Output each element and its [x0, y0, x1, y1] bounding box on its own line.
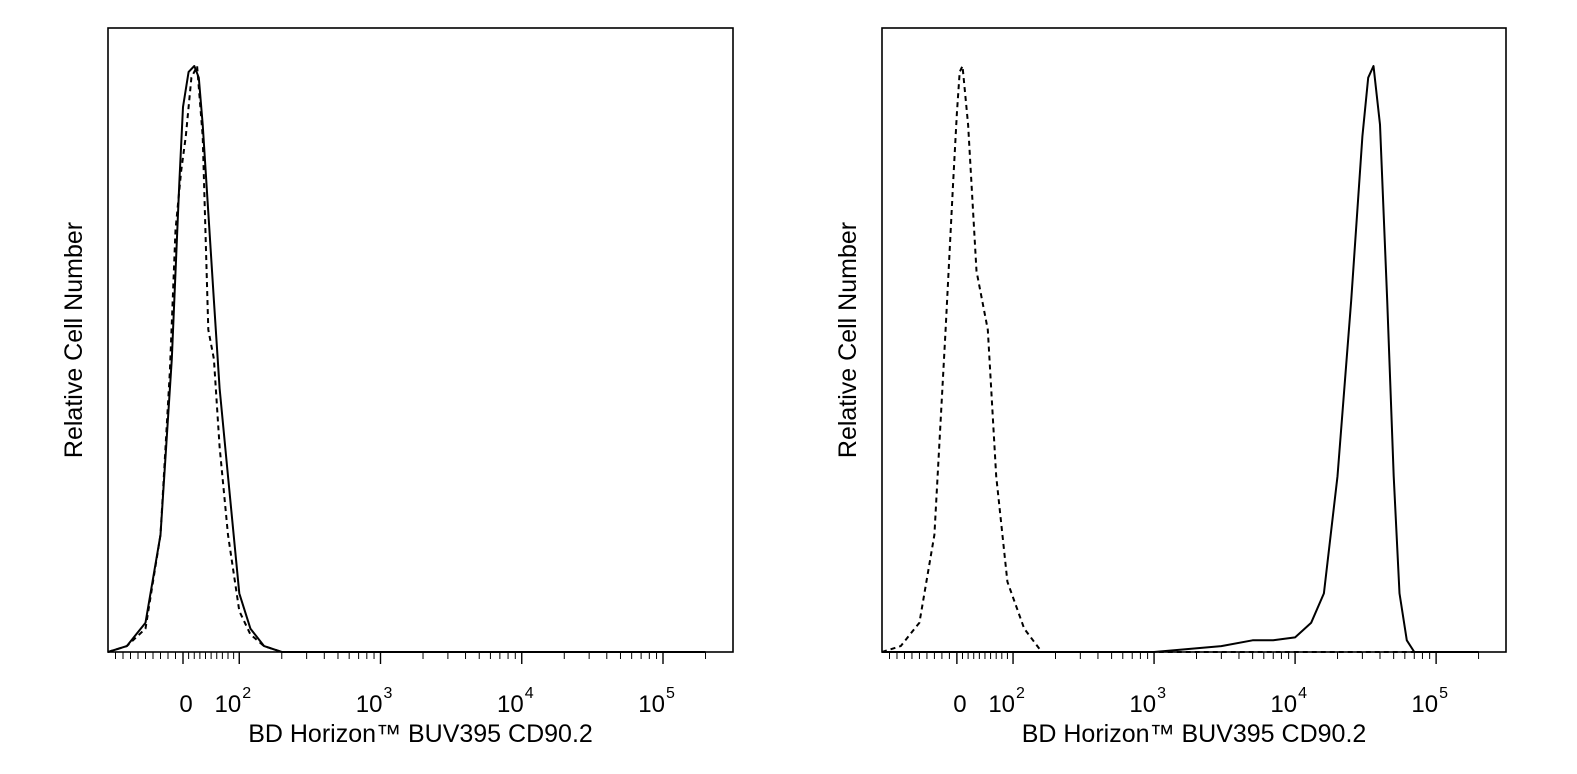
y-axis-title: Relative Cell Number — [834, 222, 862, 458]
plot-frame — [881, 27, 1507, 653]
x-tick-label-exponent: 5 — [1439, 685, 1448, 702]
x-tick-label-exponent: 4 — [1298, 685, 1307, 702]
x-tick-label-exponent: 4 — [525, 685, 534, 702]
x-tick-label-exponent: 2 — [242, 685, 251, 702]
x-tick-label: 0 — [179, 691, 192, 718]
x-tick-label: 10 — [1129, 691, 1156, 718]
x-tick-label: 10 — [638, 691, 665, 718]
x-tick-label: 10 — [356, 691, 383, 718]
x-axis-title: BD Horizon™ BUV395 CD90.2 — [1022, 720, 1367, 748]
y-axis-title: Relative Cell Number — [60, 222, 88, 458]
x-tick-label-exponent: 2 — [1016, 685, 1025, 702]
x-tick-label-exponent: 3 — [384, 685, 393, 702]
histogram-solid-left-0 — [107, 65, 706, 653]
x-tick-label: 10 — [988, 691, 1015, 718]
x-tick-label: 10 — [497, 691, 524, 718]
chart-panel-left: 0 10 2 10 3 10 4 10 5BD Horizon™ BUV395 CD90.2Re… — [60, 27, 734, 748]
x-tick-label: 0 — [953, 691, 966, 718]
x-axis-title: BD Horizon™ BUV395 CD90.2 — [248, 720, 593, 748]
x-tick-label-exponent: 5 — [666, 685, 675, 702]
x-tick-label: 10 — [1270, 691, 1297, 718]
histogram-solid-right-1 — [882, 65, 1479, 653]
chart-panel-right: 0 10 2 10 3 10 4 10 5BD Horizon™ BUV395 CD90.2Re… — [834, 27, 1507, 748]
histogram-dashed-left-1 — [107, 65, 706, 653]
x-tick-label-exponent: 3 — [1157, 685, 1166, 702]
x-tick-label: 10 — [1411, 691, 1438, 718]
x-tick-label: 10 — [215, 691, 242, 718]
